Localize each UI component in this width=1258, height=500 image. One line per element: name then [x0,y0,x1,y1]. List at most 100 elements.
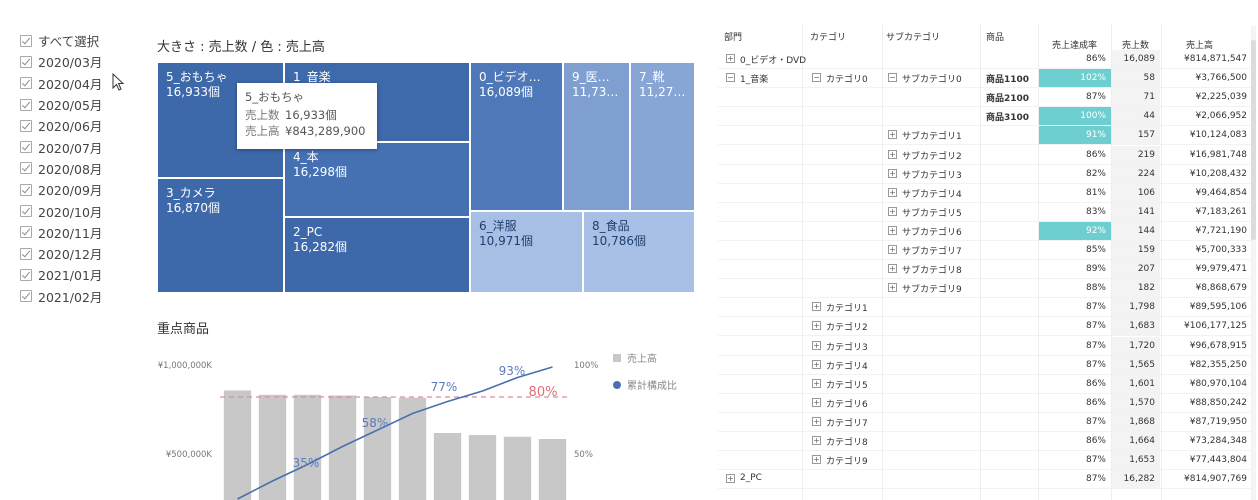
expand-icon[interactable]: + [888,206,897,216]
matrix-row[interactable]: + サブカテゴリ6 92% 144 ¥7,721,190 [718,221,1256,241]
expand-icon[interactable]: + [812,302,821,312]
checkbox-icon[interactable] [20,141,32,154]
matrix-row[interactable]: −1_音楽 − カテゴリ0− サブカテゴリ0 商品1100 102% 58 ¥3,766,50… [718,69,1256,89]
matrix-row[interactable]: + カテゴリ6 86% 1,570 ¥88,850,242 [718,393,1256,413]
slicer-item[interactable]: 2021/02月 [20,286,140,307]
expand-icon[interactable]: + [812,378,821,388]
expand-icon[interactable]: + [888,283,897,293]
collapse-icon[interactable]: − [888,73,897,83]
expand-icon[interactable]: + [726,54,735,63]
matrix-row[interactable]: 商品2100 87% 71 ¥2,225,039 [718,88,1256,108]
matrix-row[interactable]: + サブカテゴリ3 82% 224 ¥10,208,432 [718,164,1256,184]
slicer-item[interactable]: 2021/01月 [20,264,140,285]
rate-cell: 85% [1085,245,1106,255]
slicer-item[interactable]: 2020/03月 [20,51,140,72]
expand-icon[interactable]: + [812,340,821,350]
treemap-tile[interactable]: 2_PC 16,282個 [284,217,470,293]
slicer-item[interactable]: 2020/08月 [20,158,140,179]
header-subcategory[interactable]: サブカテゴリ [886,33,941,43]
collapse-icon[interactable]: − [812,73,821,83]
checkbox-icon[interactable] [20,98,32,111]
checkbox-icon[interactable] [20,247,32,260]
header-rate[interactable]: 売上達成率 [1052,41,1098,51]
header-dept[interactable]: 部門 [724,33,743,43]
matrix-row[interactable]: + サブカテゴリ4 81% 106 ¥9,464,854 [718,183,1256,203]
treemap-tile[interactable]: 7_靴 11,27… [630,62,695,211]
treemap-tile[interactable]: 8_食品 10,786個 [583,211,695,293]
expand-icon[interactable]: + [726,474,735,484]
treemap-tile[interactable]: 5_おもちゃ 16,933個 [157,62,284,178]
matrix-row[interactable]: + カテゴリ3 87% 1,720 ¥96,678,915 [718,336,1256,356]
matrix-row[interactable]: + カテゴリ7 87% 1,868 ¥87,719,950 [718,412,1256,432]
checkbox-icon[interactable] [20,77,32,90]
matrix-scroll-thumb[interactable] [1251,40,1256,240]
header-category[interactable]: カテゴリ [810,33,847,43]
sales-cell: ¥88,850,242 [1189,397,1247,408]
header-sales[interactable]: 売上高 [1186,41,1214,51]
subcategory-label: サブカテゴリ8 [902,266,962,277]
matrix-row[interactable]: + カテゴリ4 87% 1,565 ¥82,355,250 [718,355,1256,375]
expand-icon[interactable]: + [888,130,897,140]
slicer-item[interactable]: 2020/09月 [20,179,140,200]
expand-icon[interactable]: + [888,225,897,235]
matrix-scrollbar[interactable] [1251,26,1256,500]
matrix-row[interactable]: + カテゴリ8 86% 1,664 ¥73,284,348 [718,432,1256,452]
checkbox-icon[interactable] [20,290,32,303]
matrix-row[interactable]: + サブカテゴリ5 83% 141 ¥7,183,261 [718,202,1256,222]
expand-icon[interactable]: + [812,397,821,407]
expand-icon[interactable]: + [888,187,897,197]
checkbox-icon[interactable] [20,162,32,175]
matrix-row[interactable]: 商品3100 100% 44 ¥2,066,952 [718,107,1256,127]
matrix-row[interactable]: + カテゴリ5 86% 1,601 ¥80,970,104 [718,374,1256,394]
header-qty[interactable]: 売上数 [1122,41,1150,51]
checkbox-icon[interactable] [20,34,32,47]
expand-icon[interactable]: + [888,264,897,274]
category-label: カテゴリ3 [826,342,868,353]
treemap-tile[interactable]: 9_医… 11,73… [563,62,630,211]
matrix-row[interactable]: + カテゴリ2 87% 1,683 ¥106,177,125 [718,317,1256,337]
matrix-row[interactable]: + サブカテゴリ8 89% 207 ¥9,979,471 [718,260,1256,280]
expand-icon[interactable]: + [888,245,897,254]
treemap-tile[interactable]: 4_本 16,298個 [284,142,470,217]
slicer-item[interactable]: 2020/12月 [20,243,140,264]
matrix-row[interactable]: + サブカテゴリ2 86% 219 ¥16,981,748 [718,145,1256,165]
checkbox-icon[interactable] [20,119,32,132]
expand-icon[interactable]: + [812,359,821,369]
checkbox-icon[interactable] [20,55,32,68]
checkbox-icon[interactable] [20,268,32,281]
slicer-select-all[interactable]: すべて選択 [20,30,140,51]
checkbox-icon[interactable] [20,183,32,196]
slicer-item-label: 2020/04月 [38,76,103,92]
collapse-icon[interactable]: − [726,73,735,83]
checkbox-icon[interactable] [20,205,32,218]
matrix-row[interactable]: +0_ビデオ・DVD 86% 16,089 ¥814,871,547 [718,50,1256,70]
slicer-item[interactable]: 2020/11月 [20,222,140,243]
matrix-row[interactable]: + カテゴリ1 87% 1,798 ¥89,595,106 [718,298,1256,318]
matrix-row[interactable]: +2_PC 87% 16,282 ¥814,907,769 [718,470,1256,490]
matrix-row[interactable]: + サブカテゴリ1 91% 157 ¥10,124,083 [718,126,1256,146]
expand-icon[interactable]: + [888,149,897,159]
treemap-tile[interactable]: 0_ビデオ… 16,089個 [470,62,563,211]
expand-icon[interactable]: + [812,436,821,445]
tooltip-key: 売上高 [245,124,280,138]
matrix-row[interactable]: + カテゴリ9 87% 1,653 ¥77,443,804 [718,451,1256,471]
rate-cell: 86% [1085,149,1106,160]
slicer-item-label: 2020/09月 [38,183,103,199]
slicer-item[interactable]: 2020/10月 [20,200,140,221]
expand-icon[interactable]: + [812,416,821,426]
slicer-item[interactable]: 2020/07月 [20,136,140,157]
checkbox-icon[interactable] [20,226,32,239]
treemap-tile[interactable]: 3_カメラ 16,870個 [157,178,284,293]
treemap-title: 大きさ : 売上数 / 色 : 売上高 [157,40,325,55]
expand-icon[interactable]: + [888,168,897,178]
slicer-item[interactable]: 2020/05月 [20,94,140,115]
sales-cell: ¥77,443,804 [1189,455,1247,466]
expand-icon[interactable]: + [812,455,821,465]
expand-icon[interactable]: + [812,321,821,331]
treemap-tile[interactable]: 6_洋服 10,971個 [470,211,583,293]
matrix-row[interactable]: + サブカテゴリ7 85% 159 ¥5,700,333 [718,241,1256,261]
matrix-row[interactable]: + サブカテゴリ9 88% 182 ¥8,868,679 [718,279,1256,299]
slicer-item[interactable]: 2020/06月 [20,115,140,136]
slicer-item[interactable]: 2020/04月 [20,73,140,94]
header-product[interactable]: 商品 [986,33,1005,43]
